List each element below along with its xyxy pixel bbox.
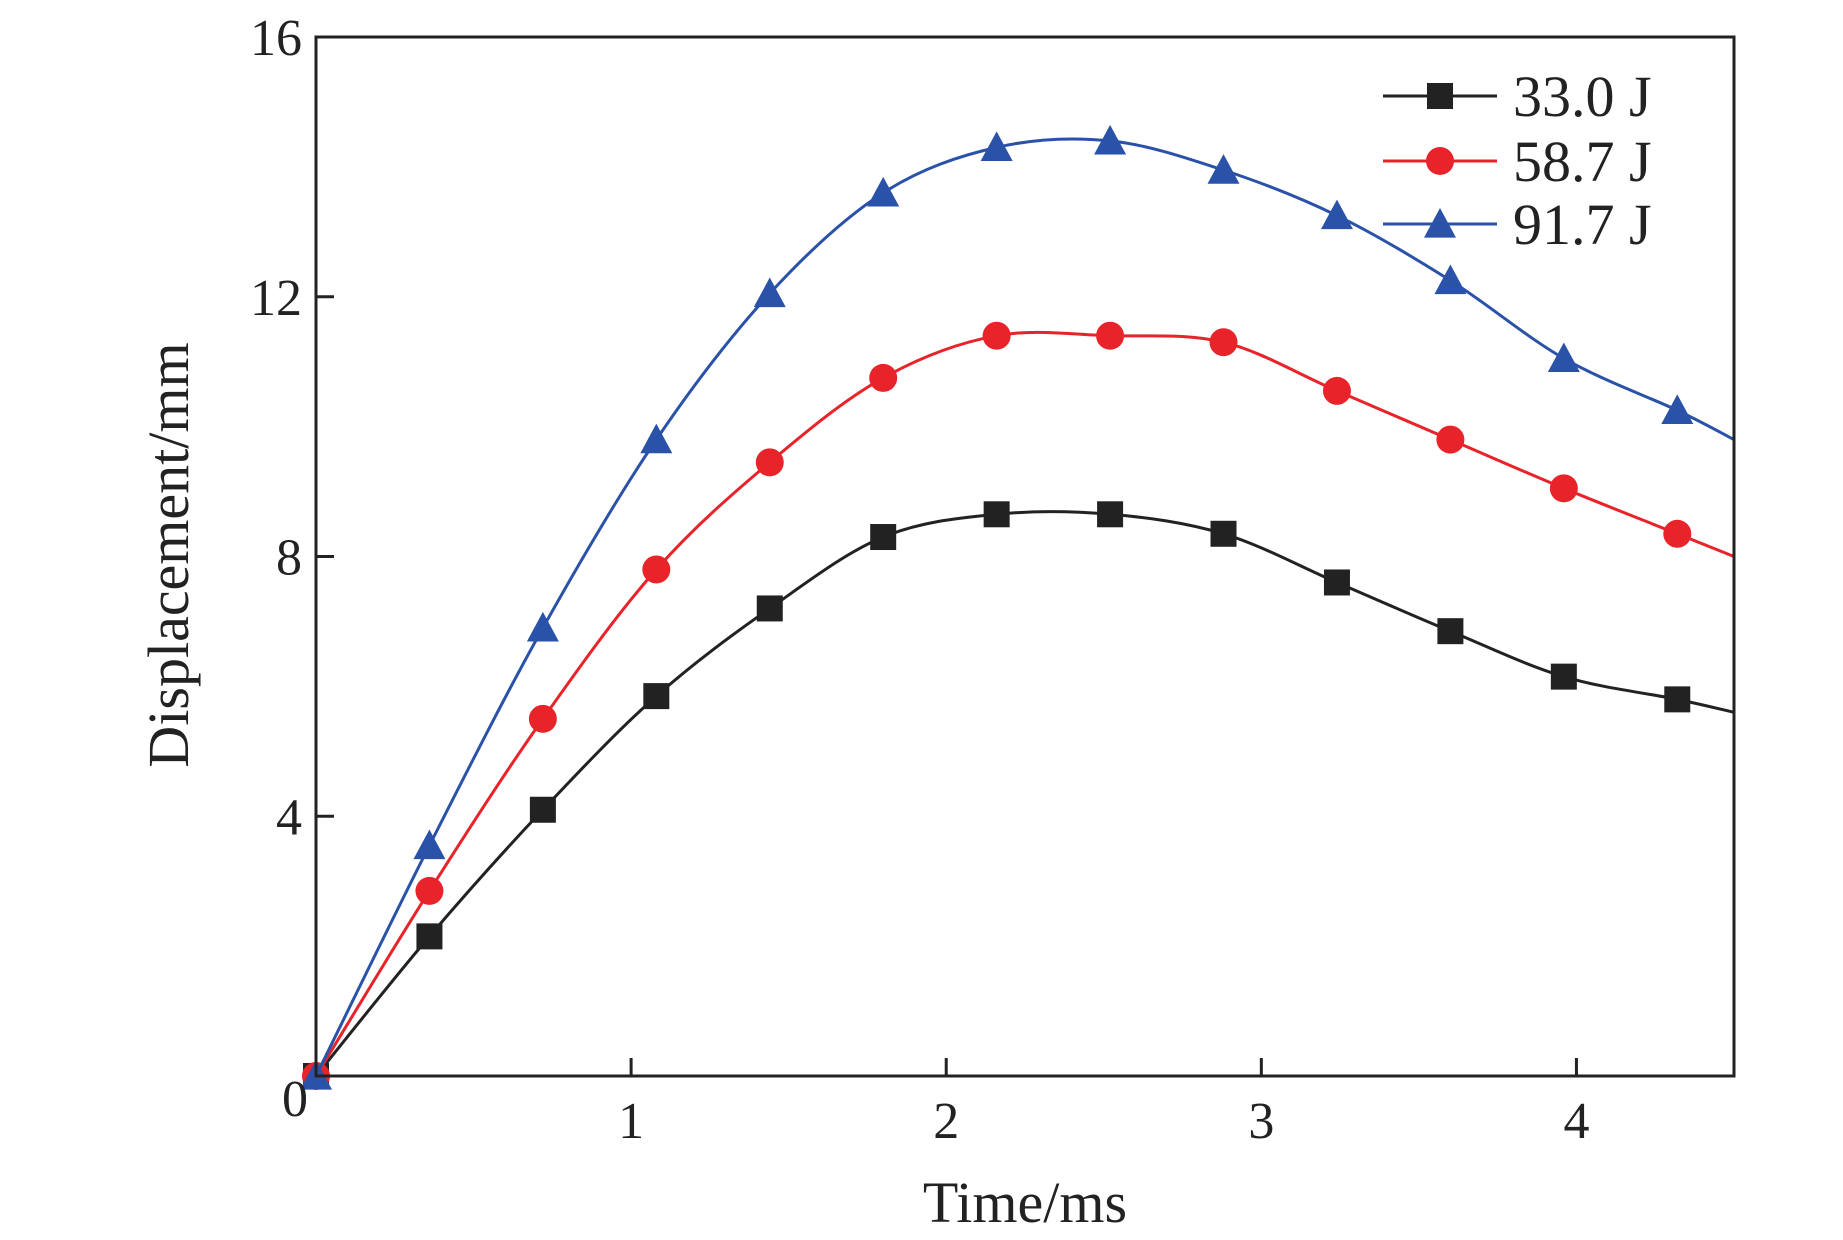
data-point: [528, 704, 557, 733]
data-point: [1096, 321, 1125, 350]
data-point: [867, 176, 900, 207]
legend: 33.0 J58.7 J91.7 J: [1383, 64, 1652, 257]
x-tick-label: 3: [1248, 1093, 1274, 1150]
legend-label: 33.0 J: [1513, 64, 1652, 129]
data-point: [526, 611, 559, 642]
data-point: [1547, 342, 1580, 373]
legend-label: 91.7 J: [1513, 192, 1652, 257]
data-point: [755, 448, 784, 477]
data-point: [1664, 686, 1691, 713]
data-point: [1097, 501, 1124, 528]
series-layer: [300, 124, 1735, 1090]
y-tick-label: 4: [276, 789, 302, 846]
data-point: [415, 876, 444, 905]
y-tick-label: 0: [282, 1071, 308, 1128]
y-axis-label: Displacement/mm: [136, 342, 201, 767]
y-tick-label: 8: [276, 530, 302, 587]
data-point: [869, 363, 898, 392]
legend-marker: [1427, 83, 1453, 109]
data-point: [1549, 474, 1578, 503]
data-point: [983, 501, 1010, 528]
data-point: [413, 829, 446, 860]
legend-marker: [1424, 208, 1456, 238]
series-line: [314, 137, 1735, 1077]
series-line: [314, 330, 1735, 1077]
data-point: [1210, 520, 1237, 547]
data-point: [1550, 663, 1577, 690]
legend-label: 58.7 J: [1513, 129, 1652, 194]
data-point: [416, 923, 443, 950]
data-point: [870, 524, 897, 551]
data-point: [642, 555, 671, 584]
series-3: [300, 124, 1735, 1090]
data-point: [643, 683, 670, 710]
y-tick-label: 16: [250, 10, 302, 67]
x-axis-label: Time/ms: [923, 1170, 1127, 1235]
data-point: [980, 131, 1013, 161]
data-point: [1094, 124, 1127, 155]
data-point: [529, 796, 556, 823]
data-point: [1209, 328, 1238, 357]
data-point: [1322, 376, 1351, 405]
series-2: [302, 321, 1735, 1090]
series-1: [303, 501, 1735, 1089]
data-point: [756, 595, 783, 622]
data-point: [640, 423, 673, 454]
data-point: [982, 321, 1011, 350]
x-tick-label: 2: [933, 1093, 959, 1150]
x-tick-label: 1: [618, 1093, 644, 1150]
data-point: [1663, 519, 1692, 548]
data-point: [1207, 154, 1240, 184]
x-tick-label: 4: [1563, 1093, 1589, 1150]
y-tick-label: 12: [250, 270, 302, 327]
data-point: [1437, 618, 1464, 645]
series-line: [314, 510, 1735, 1077]
legend-item: 33.0 J: [1383, 64, 1652, 129]
legend-item: 58.7 J: [1383, 129, 1652, 194]
data-point: [1436, 425, 1465, 454]
legend-marker: [1426, 147, 1454, 175]
data-point: [1323, 569, 1350, 596]
legend-item: 91.7 J: [1383, 192, 1652, 257]
data-point: [1434, 264, 1467, 295]
data-point: [753, 277, 786, 308]
data-point: [1661, 394, 1694, 424]
data-point: [1320, 199, 1353, 230]
